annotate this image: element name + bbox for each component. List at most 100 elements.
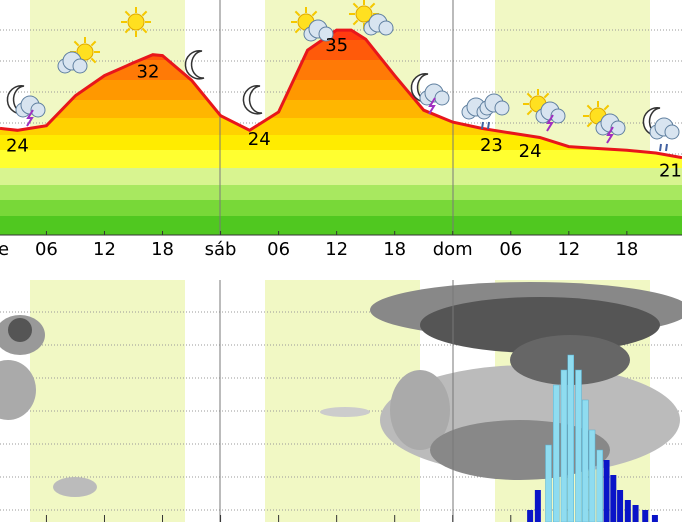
cloud-blob	[53, 477, 97, 497]
precip-bar	[603, 460, 610, 522]
temperature-label: 21	[659, 161, 682, 182]
temperature-label: 23	[480, 135, 503, 156]
moon-icon	[184, 50, 205, 80]
sun-ray	[603, 104, 610, 111]
cloud-blob	[8, 318, 32, 342]
sun-ray	[294, 10, 301, 17]
precip-bar	[545, 444, 552, 522]
precip-bar	[552, 384, 560, 522]
lower-band	[0, 168, 682, 185]
temperature-label: 24	[248, 129, 271, 150]
sun-ray	[586, 104, 593, 111]
cloud-part	[434, 90, 450, 106]
temp-band	[0, 135, 682, 150]
x-tick-label: 12	[93, 239, 116, 260]
cloud-icon	[303, 19, 334, 42]
precip-bar	[596, 449, 604, 522]
cloud-part	[30, 102, 46, 118]
precip-bar	[527, 510, 534, 522]
cloud-part	[318, 26, 334, 42]
cloud-icon	[595, 113, 626, 136]
sun-ray	[586, 121, 593, 128]
cloud-part	[378, 20, 394, 36]
lightning-icon	[606, 126, 614, 144]
lower-band	[0, 200, 682, 216]
rain-icon	[659, 143, 662, 152]
temp-band	[0, 30, 682, 40]
sun-ray	[73, 40, 80, 47]
sun-ray	[90, 57, 97, 64]
x-tick-label: 06	[499, 239, 522, 260]
sun-icon	[349, 0, 379, 29]
cloud-part	[72, 58, 88, 74]
sun-ray	[294, 27, 301, 34]
precip-bar	[534, 490, 541, 522]
temperature-label: 24	[6, 135, 29, 156]
precip-bar	[567, 354, 575, 522]
sun-ray	[526, 92, 533, 99]
sun-disc	[355, 5, 373, 23]
sun-ray	[141, 27, 148, 34]
cloud-icon	[479, 93, 510, 116]
precip-bar	[582, 399, 589, 522]
lower-band	[0, 216, 682, 235]
precip-bar	[575, 369, 582, 522]
sun-ray	[311, 10, 318, 17]
x-tick-label: 18	[615, 239, 638, 260]
lightning-icon	[428, 97, 436, 115]
lower-band	[0, 185, 682, 200]
precip-bar	[642, 510, 649, 522]
sun-ray	[526, 109, 533, 116]
sun-ray	[352, 19, 359, 26]
sun-disc	[127, 13, 145, 31]
sun-ray	[141, 10, 148, 17]
cloud-icon	[15, 95, 46, 118]
x-tick-label: e	[0, 239, 9, 260]
x-tick-label: 18	[383, 239, 406, 260]
x-tick-label: 06	[267, 239, 290, 260]
cloud-icon	[363, 13, 394, 36]
lightning-icon	[546, 114, 554, 132]
cloud-part	[664, 124, 680, 140]
precip-bar	[610, 475, 617, 522]
cloud-part	[494, 100, 510, 116]
cloud-icon	[57, 51, 88, 74]
rain-icon	[487, 121, 490, 130]
precip-bar	[588, 429, 596, 522]
sun-ray	[90, 40, 97, 47]
temp-band	[0, 150, 682, 168]
precip-bar	[617, 490, 624, 522]
moon-icon	[242, 85, 263, 115]
rain-icon	[481, 121, 484, 130]
x-tick-label: 12	[325, 239, 348, 260]
precip-bar	[624, 500, 631, 522]
sun-ray	[352, 2, 359, 9]
lower-bands	[0, 168, 682, 235]
rain-icon	[665, 143, 668, 152]
x-tick-label: 12	[557, 239, 580, 260]
precip-bar	[651, 515, 658, 522]
cloud-icon	[419, 83, 450, 106]
cloud-part	[550, 108, 566, 124]
cloud-part	[610, 120, 626, 136]
precip-bar	[560, 369, 568, 522]
sun-disc	[76, 43, 94, 61]
x-tick-label: dom	[433, 239, 473, 260]
temperature-label: 24	[519, 141, 542, 162]
temperature-label: 35	[325, 35, 348, 56]
sun-ray	[124, 27, 131, 34]
temperature-label: 32	[137, 62, 160, 83]
x-tick-label: sáb	[205, 239, 237, 260]
cloud-blob	[390, 370, 450, 450]
sun-ray	[369, 2, 376, 9]
temperature-line	[0, 28, 682, 160]
day-band	[30, 280, 185, 522]
cloud-blob	[0, 360, 36, 420]
sun-ray	[124, 10, 131, 17]
cloud-blob	[320, 407, 370, 417]
lightning-icon	[26, 109, 34, 127]
x-tick-label: 18	[151, 239, 174, 260]
